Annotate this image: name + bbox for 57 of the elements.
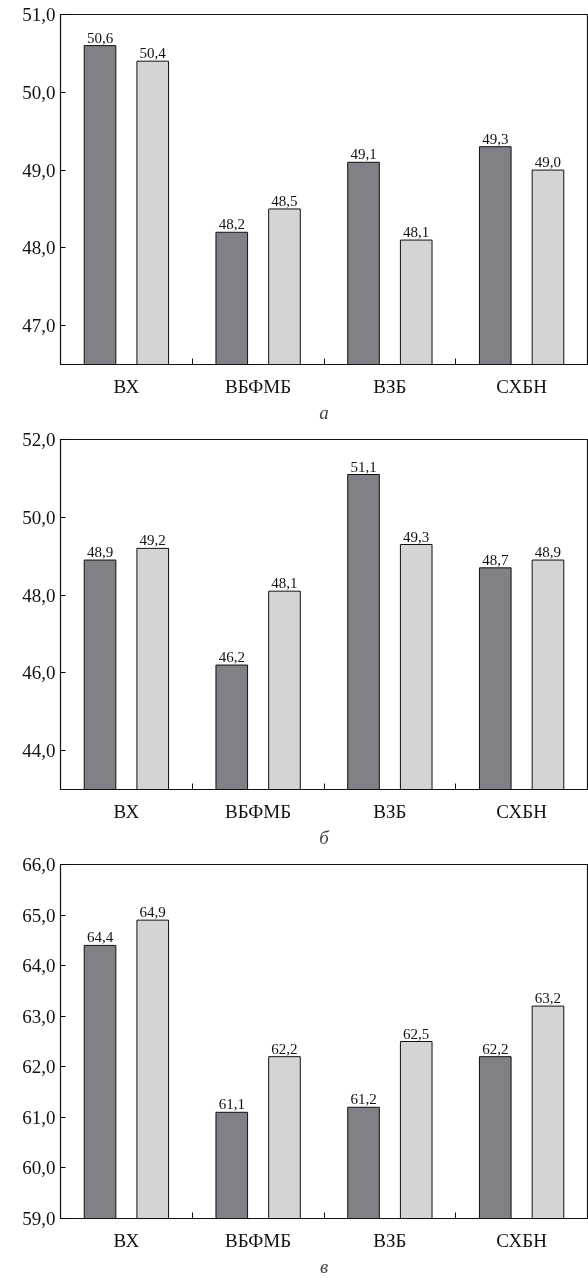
data-label: 48,2 (218, 216, 245, 233)
data-label: 62,5 (403, 1025, 430, 1042)
y-tick-label: 60,0 (22, 1157, 56, 1179)
data-label: 64,4 (86, 929, 114, 946)
data-label: 49,2 (139, 532, 166, 549)
data-label: 48,5 (271, 192, 298, 209)
y-tick-label: 48,0 (22, 237, 56, 259)
y-tick-label: 64,0 (22, 955, 56, 977)
y-tick-label: 61,0 (22, 1106, 56, 1128)
x-tick-label: ВХ (113, 1229, 140, 1251)
y-tick-label: 59,0 (22, 1208, 56, 1229)
data-label: 63,2 (534, 990, 562, 1007)
x-tick-label: ВЗБ (373, 800, 407, 822)
x-tick-label: ВХ (113, 800, 140, 822)
y-tick-label: 50,0 (22, 506, 56, 528)
data-label: 50,6 (86, 29, 114, 46)
y-tick-label: 44,0 (22, 740, 56, 762)
data-label: 62,2 (482, 1040, 509, 1057)
y-tick-label: 62,0 (22, 1056, 56, 1078)
x-tick-label: ВЗБ (373, 1229, 407, 1251)
data-label: 48,9 (86, 544, 114, 561)
data-label: 46,2 (218, 649, 245, 666)
data-label: 61,1 (218, 1096, 245, 1113)
y-tick-label: 51,0 (22, 4, 56, 25)
y-tick-label: 66,0 (22, 854, 56, 875)
x-tick-label: ВБФМБ (225, 800, 292, 822)
data-label: 49,3 (482, 130, 509, 147)
y-tick-label: 48,0 (22, 584, 56, 606)
x-tick-label: ВБФМБ (225, 375, 292, 397)
data-label: 50,4 (139, 45, 167, 62)
y-tick-label: 47,0 (22, 315, 56, 337)
x-axis-title: б (319, 826, 331, 848)
x-tick-label: ВХ (113, 375, 140, 397)
x-tick-label: ВЗБ (373, 375, 407, 397)
x-axis-title: а (319, 401, 329, 423)
data-label: 64,9 (139, 904, 166, 921)
data-label: 49,1 (350, 146, 377, 163)
y-tick-label: 63,0 (22, 1005, 56, 1027)
y-tick-label: 46,0 (22, 662, 56, 684)
x-axis-title: в (319, 1255, 329, 1277)
x-tick-label: СХБН (496, 800, 548, 822)
y-tick-label: 50,0 (22, 81, 56, 103)
y-tick-label: 65,0 (22, 904, 56, 926)
data-label: 48,7 (482, 551, 509, 568)
data-label: 48,9 (534, 544, 562, 561)
data-label: 62,2 (271, 1040, 298, 1057)
data-label: 49,3 (403, 528, 430, 545)
data-label: 61,2 (350, 1091, 377, 1108)
x-tick-label: СХБН (496, 375, 548, 397)
y-tick-label: 52,0 (22, 429, 56, 450)
data-label: 48,1 (403, 224, 430, 241)
data-label: 49,0 (534, 154, 562, 171)
y-tick-label: 49,0 (22, 159, 56, 181)
x-tick-label: СХБН (496, 1229, 548, 1251)
data-label: 51,1 (350, 458, 377, 475)
data-label: 48,1 (271, 575, 298, 592)
x-tick-label: ВБФМБ (225, 1229, 292, 1251)
